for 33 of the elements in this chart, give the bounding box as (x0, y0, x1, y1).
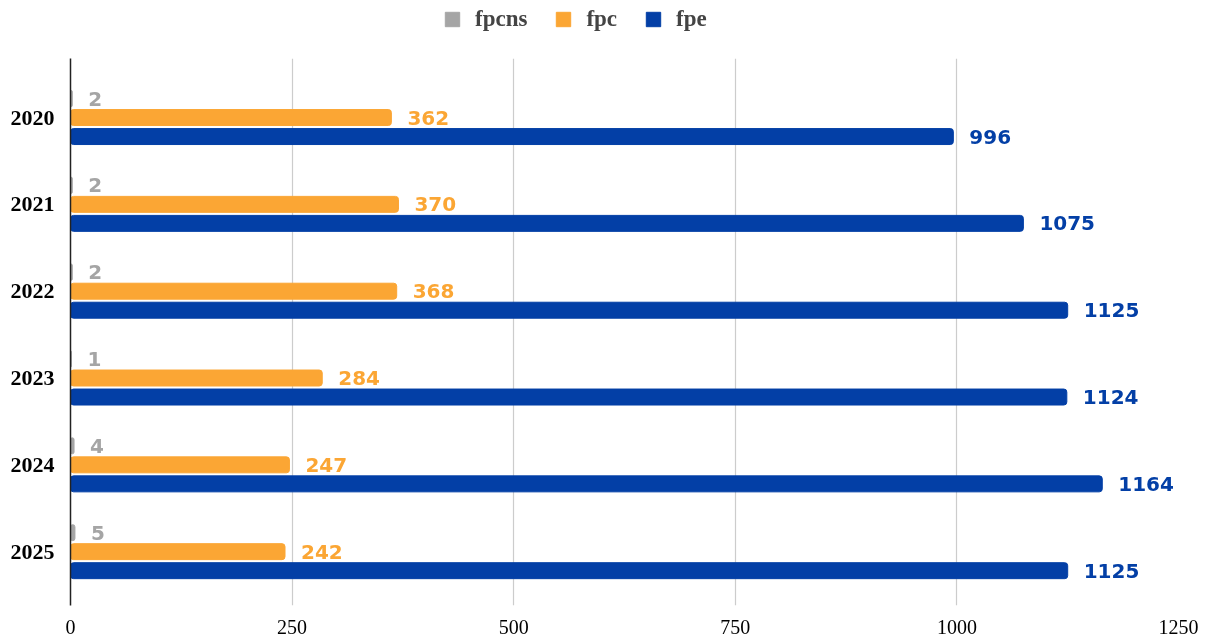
data-label: 2 (88, 173, 103, 198)
data-label: 2 (88, 260, 103, 285)
data-label: 247 (305, 452, 348, 477)
data-label: 1125 (1083, 298, 1140, 323)
data-label: 1125 (1083, 558, 1140, 583)
x-tick-label: 250 (277, 615, 308, 638)
data-label: 370 (414, 192, 457, 217)
x-tick-label: 750 (720, 615, 751, 638)
legend-label: fpcns (475, 6, 528, 32)
data-label: 996 (969, 124, 1012, 149)
data-label: 2 (88, 86, 103, 111)
data-label: 242 (301, 539, 343, 564)
x-tick-label: 1000 (936, 615, 977, 638)
data-label: 284 (338, 366, 380, 391)
data-label: 1124 (1082, 385, 1139, 410)
data-label: 1164 (1118, 471, 1174, 496)
x-tick-label: 1250 (1158, 615, 1199, 638)
legend-label: fpc (586, 6, 618, 32)
data-label: 368 (412, 279, 455, 304)
data-label: 4 (90, 433, 104, 458)
y-tick-label: 2022 (10, 278, 55, 304)
x-tick-label: 500 (498, 615, 529, 638)
y-tick-label: 2025 (10, 538, 55, 564)
data-label: 362 (407, 105, 450, 130)
y-tick-label: 2023 (10, 365, 55, 391)
data-label: 1 (87, 347, 102, 371)
x-tick-label: 0 (65, 615, 76, 638)
data-label: 5 (90, 520, 105, 545)
y-tick-label: 2024 (10, 451, 55, 477)
data-label: 1075 (1039, 211, 1096, 236)
legend-label: fpe (676, 6, 707, 32)
y-tick-label: 2021 (10, 191, 55, 217)
y-tick-label: 2020 (10, 104, 55, 130)
